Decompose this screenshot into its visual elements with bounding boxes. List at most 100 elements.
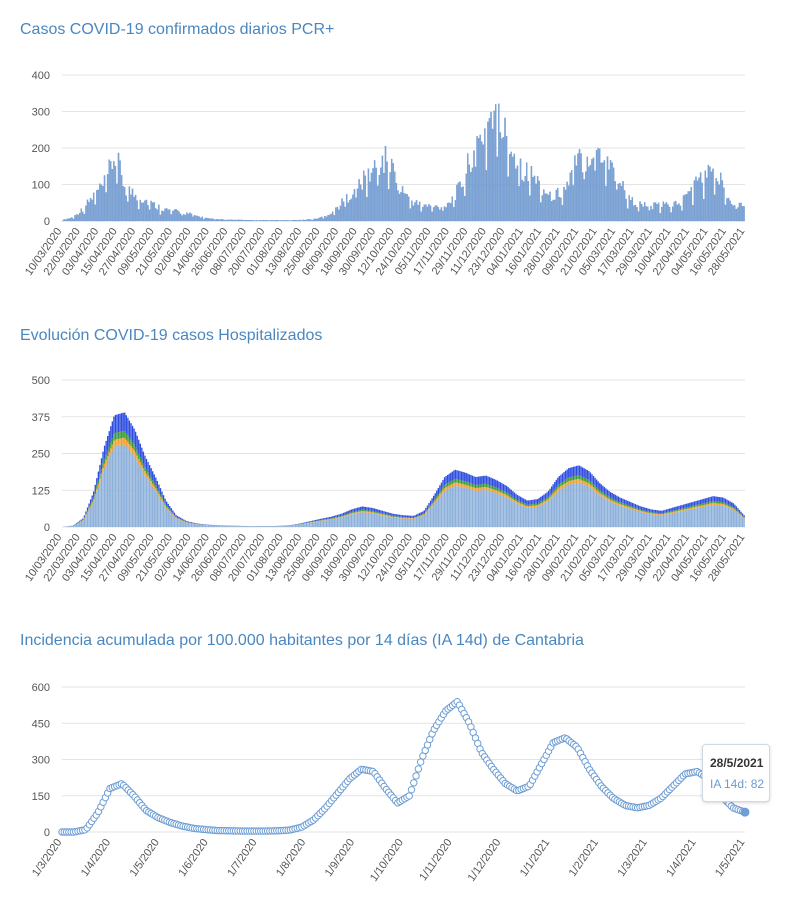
bar-segment: [707, 502, 710, 504]
bar-segment: [605, 488, 607, 495]
bar-segment: [273, 526, 275, 527]
bar-segment: [526, 500, 528, 505]
bar-segment: [602, 497, 604, 527]
bar-segment: [523, 503, 525, 505]
bar: [263, 220, 266, 222]
x-tick-label: 1/1/2021: [518, 837, 552, 879]
bar: [741, 206, 744, 222]
bar: [639, 201, 641, 222]
bar-segment: [422, 515, 424, 527]
bar-segment: [536, 506, 539, 527]
bar: [204, 217, 207, 222]
bar: [536, 176, 539, 222]
bar-segment: [741, 517, 744, 527]
bar-segment: [563, 487, 565, 527]
bar-segment: [637, 511, 640, 527]
bar-segment: [381, 514, 384, 516]
bar-segment: [630, 502, 632, 507]
bar-segment: [288, 525, 290, 527]
bar: [333, 215, 336, 222]
bar-segment: [679, 511, 682, 527]
bar-segment: [96, 485, 98, 489]
bar-segment: [405, 518, 407, 527]
bar: [442, 210, 444, 222]
bar: [66, 218, 69, 222]
bar-segment: [82, 520, 84, 527]
bar-segment: [318, 519, 320, 521]
bar: [123, 187, 126, 222]
bar: [408, 196, 410, 222]
bar-segment: [536, 503, 539, 506]
bar-segment: [431, 502, 433, 505]
bar: [679, 205, 682, 222]
bar: [238, 219, 241, 222]
bar-segment: [729, 505, 731, 508]
bar: [141, 202, 143, 222]
bar-segment: [100, 473, 103, 478]
bar-segment: [608, 496, 610, 499]
bar-segment: [381, 510, 384, 514]
bar-segment: [422, 513, 424, 515]
bar: [630, 200, 632, 222]
data-point: [416, 758, 425, 766]
bar: [586, 156, 589, 222]
bar-segment: [184, 522, 186, 527]
bar-segment: [148, 465, 151, 475]
bar-segment: [592, 487, 595, 491]
bar-segment: [625, 500, 627, 505]
bar-segment: [305, 522, 308, 523]
bar-segment: [341, 517, 343, 527]
bar-segment: [86, 511, 89, 513]
x-tick-label: 1/4/2021: [664, 837, 698, 879]
bar-segment: [682, 508, 685, 510]
bar-segment: [186, 522, 188, 527]
bar-segment: [634, 509, 637, 511]
bar-segment: [622, 498, 624, 504]
bar-segment: [158, 496, 160, 527]
bar-segment: [512, 499, 514, 502]
bar-segment: [336, 518, 339, 527]
bar-segment: [471, 475, 474, 484]
bar-segment: [600, 484, 602, 492]
bar-segment: [509, 496, 511, 500]
bar-segment: [363, 506, 365, 510]
bar: [349, 200, 351, 222]
bar-segment: [397, 517, 399, 518]
bar-segment: [501, 490, 503, 493]
bar: [734, 205, 736, 222]
bar-segment: [415, 514, 418, 517]
bar-segment: [339, 516, 342, 518]
bar-segment: [687, 509, 689, 527]
bar: [229, 219, 231, 222]
bar-segment: [346, 515, 348, 527]
bar-segment: [350, 512, 353, 514]
bar-segment: [103, 468, 106, 527]
bar-segment: [420, 516, 422, 527]
bar-segment: [448, 473, 450, 483]
bar-segment: [134, 446, 137, 453]
bar-segment: [186, 521, 188, 523]
bar: [155, 208, 157, 222]
bar-segment: [582, 467, 584, 477]
bar-segment: [502, 490, 505, 494]
bar: [682, 195, 685, 222]
bar-segment: [324, 520, 326, 527]
bar-segment: [242, 526, 244, 527]
bar-segment: [518, 504, 520, 527]
bar-segment: [178, 516, 180, 519]
bar-segment: [484, 483, 486, 487]
bar-segment: [89, 507, 92, 527]
x-tick-label: 1/3/2021: [615, 837, 649, 879]
bar-segment: [580, 479, 582, 484]
bar-segment: [689, 509, 691, 527]
bar-segment: [468, 489, 471, 527]
bar-segment: [682, 504, 685, 509]
bar-segment: [549, 499, 551, 527]
bar-segment: [325, 520, 328, 527]
bar-segment: [460, 487, 463, 527]
bar-segment: [141, 469, 143, 527]
bar: [543, 189, 545, 222]
bar: [212, 218, 214, 222]
bar-segment: [133, 450, 135, 457]
bar-segment: [294, 525, 297, 527]
